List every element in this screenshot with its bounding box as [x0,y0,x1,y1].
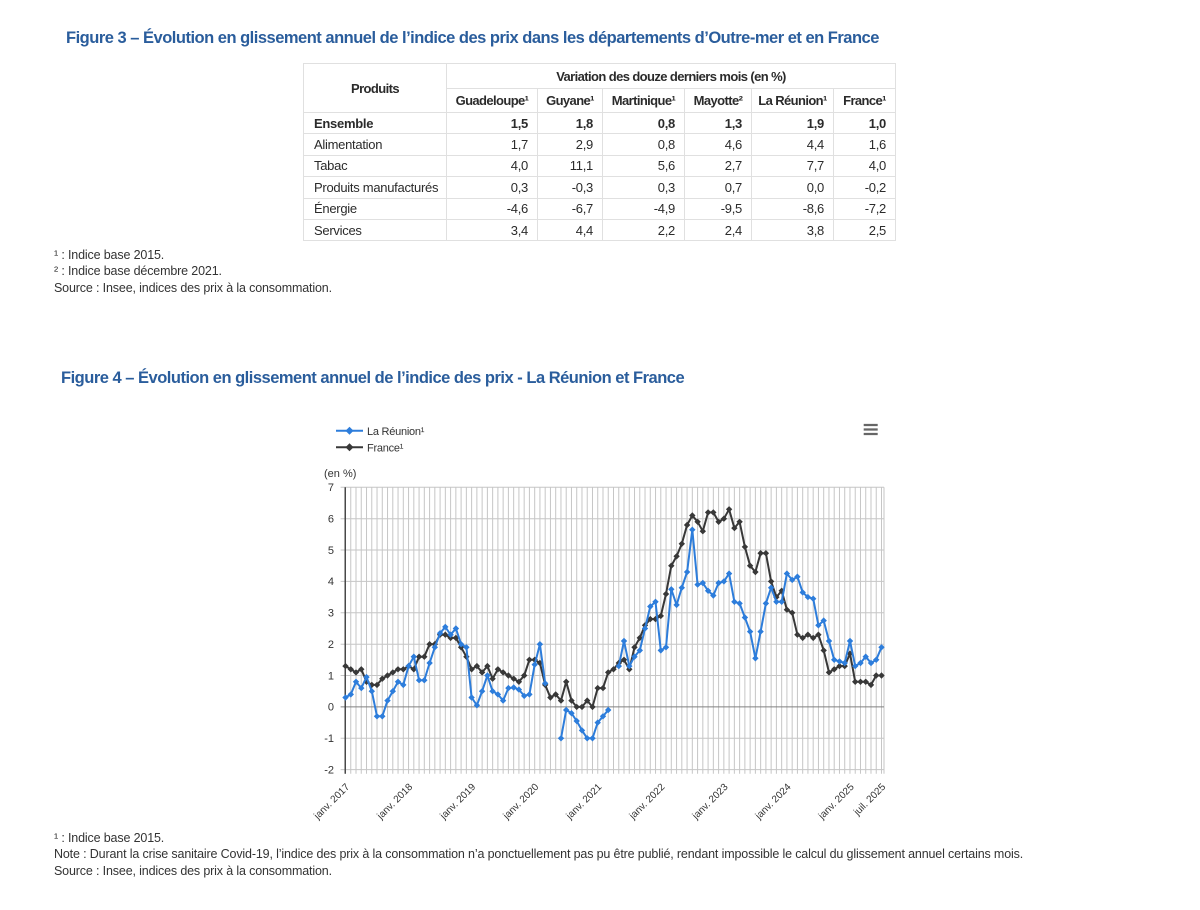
svg-text:-2: -2 [324,764,334,776]
svg-text:5: 5 [328,545,334,557]
svg-text:La Réunion¹: La Réunion¹ [367,426,425,438]
svg-text:-1: -1 [324,733,334,745]
svg-text:juil. 2025: juil. 2025 [851,782,888,819]
svg-text:janv. 2021: janv. 2021 [564,782,605,823]
svg-text:France¹: France¹ [367,442,404,454]
svg-text:janv. 2025: janv. 2025 [816,782,857,823]
svg-text:4: 4 [328,576,334,588]
svg-text:6: 6 [328,514,334,526]
svg-text:1: 1 [328,670,334,682]
svg-text:janv. 2018: janv. 2018 [375,782,416,823]
svg-text:janv. 2024: janv. 2024 [753,782,794,823]
svg-text:janv. 2023: janv. 2023 [690,782,731,823]
svg-text:janv. 2022: janv. 2022 [627,782,668,823]
svg-text:0: 0 [328,702,334,714]
svg-text:janv. 2017: janv. 2017 [312,782,353,823]
svg-text:janv. 2019: janv. 2019 [438,782,479,823]
svg-text:(en %): (en %) [324,468,356,480]
svg-text:7: 7 [328,482,334,494]
svg-text:2: 2 [328,639,334,651]
svg-text:janv. 2020: janv. 2020 [501,782,542,823]
svg-text:3: 3 [328,608,334,620]
